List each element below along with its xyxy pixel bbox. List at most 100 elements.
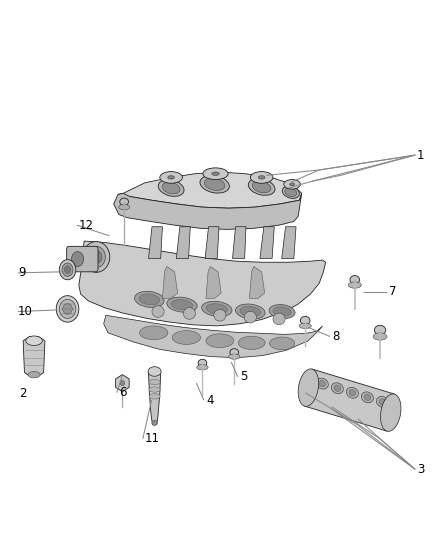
Ellipse shape bbox=[201, 301, 232, 317]
Polygon shape bbox=[233, 227, 246, 259]
Ellipse shape bbox=[184, 308, 195, 319]
Ellipse shape bbox=[119, 205, 130, 210]
Ellipse shape bbox=[120, 381, 124, 386]
Ellipse shape bbox=[350, 276, 360, 284]
Polygon shape bbox=[162, 266, 178, 298]
Ellipse shape bbox=[373, 333, 387, 340]
Polygon shape bbox=[116, 375, 129, 392]
Ellipse shape bbox=[139, 294, 160, 305]
Ellipse shape bbox=[229, 354, 240, 359]
Ellipse shape bbox=[258, 176, 265, 179]
Ellipse shape bbox=[251, 172, 273, 183]
Ellipse shape bbox=[149, 387, 160, 392]
Polygon shape bbox=[250, 266, 265, 298]
Polygon shape bbox=[118, 172, 302, 208]
Polygon shape bbox=[206, 266, 221, 298]
Ellipse shape bbox=[240, 306, 261, 317]
Ellipse shape bbox=[203, 168, 228, 180]
Polygon shape bbox=[148, 372, 161, 424]
Ellipse shape bbox=[168, 176, 174, 179]
Ellipse shape bbox=[198, 359, 207, 367]
Text: 2: 2 bbox=[19, 387, 26, 400]
Ellipse shape bbox=[273, 313, 285, 325]
Ellipse shape bbox=[134, 292, 164, 308]
Ellipse shape bbox=[59, 260, 76, 280]
Ellipse shape bbox=[238, 336, 265, 350]
Ellipse shape bbox=[244, 311, 256, 323]
Ellipse shape bbox=[316, 378, 328, 389]
Ellipse shape bbox=[236, 304, 265, 319]
Ellipse shape bbox=[206, 334, 234, 348]
Ellipse shape bbox=[63, 304, 72, 314]
Ellipse shape bbox=[83, 241, 110, 272]
Text: 10: 10 bbox=[18, 305, 33, 318]
Ellipse shape bbox=[284, 180, 300, 189]
Ellipse shape bbox=[120, 198, 128, 206]
Ellipse shape bbox=[300, 317, 310, 325]
Ellipse shape bbox=[148, 367, 161, 376]
Text: 1: 1 bbox=[417, 149, 424, 161]
Polygon shape bbox=[23, 336, 45, 377]
Ellipse shape bbox=[212, 172, 219, 175]
Text: 4: 4 bbox=[206, 393, 213, 407]
Ellipse shape bbox=[348, 282, 361, 288]
Text: 5: 5 bbox=[240, 370, 247, 383]
Ellipse shape bbox=[171, 300, 193, 310]
Ellipse shape bbox=[56, 296, 79, 322]
Polygon shape bbox=[177, 227, 190, 259]
Ellipse shape bbox=[91, 251, 102, 264]
Ellipse shape bbox=[285, 188, 297, 197]
Ellipse shape bbox=[205, 178, 225, 190]
Text: 11: 11 bbox=[145, 432, 160, 446]
Ellipse shape bbox=[149, 394, 160, 399]
Text: 9: 9 bbox=[18, 266, 25, 279]
Ellipse shape bbox=[379, 399, 386, 405]
Ellipse shape bbox=[299, 323, 311, 328]
Text: 6: 6 bbox=[119, 386, 127, 399]
Ellipse shape bbox=[64, 266, 71, 273]
Ellipse shape bbox=[334, 385, 341, 391]
Polygon shape bbox=[205, 227, 219, 259]
Ellipse shape bbox=[26, 336, 42, 345]
FancyBboxPatch shape bbox=[67, 246, 98, 272]
Ellipse shape bbox=[364, 394, 371, 401]
Polygon shape bbox=[282, 227, 296, 259]
Ellipse shape bbox=[346, 387, 358, 398]
Ellipse shape bbox=[298, 369, 318, 406]
Ellipse shape bbox=[158, 180, 184, 196]
Ellipse shape bbox=[62, 263, 73, 276]
Ellipse shape bbox=[200, 175, 230, 193]
Ellipse shape bbox=[319, 381, 326, 387]
Text: 3: 3 bbox=[417, 463, 424, 475]
Ellipse shape bbox=[361, 392, 374, 403]
Ellipse shape bbox=[59, 300, 76, 318]
Ellipse shape bbox=[140, 326, 168, 340]
Ellipse shape bbox=[332, 383, 343, 394]
Text: 8: 8 bbox=[332, 330, 339, 343]
Ellipse shape bbox=[206, 304, 227, 314]
Ellipse shape bbox=[282, 186, 300, 198]
Text: 12: 12 bbox=[79, 219, 94, 232]
Ellipse shape bbox=[149, 379, 160, 385]
Ellipse shape bbox=[230, 349, 239, 356]
Ellipse shape bbox=[214, 310, 226, 321]
Polygon shape bbox=[304, 369, 395, 431]
Ellipse shape bbox=[376, 397, 389, 407]
Ellipse shape bbox=[162, 182, 180, 194]
Polygon shape bbox=[104, 316, 322, 358]
Ellipse shape bbox=[152, 306, 164, 317]
Ellipse shape bbox=[290, 183, 295, 185]
Ellipse shape bbox=[167, 297, 197, 312]
Ellipse shape bbox=[172, 330, 201, 344]
Polygon shape bbox=[260, 227, 274, 259]
Ellipse shape bbox=[269, 304, 295, 319]
Ellipse shape bbox=[160, 172, 183, 183]
Ellipse shape bbox=[273, 307, 291, 317]
Ellipse shape bbox=[269, 337, 295, 350]
Ellipse shape bbox=[71, 252, 84, 266]
Ellipse shape bbox=[28, 372, 40, 378]
Ellipse shape bbox=[248, 179, 275, 195]
Ellipse shape bbox=[197, 365, 208, 370]
Ellipse shape bbox=[374, 325, 386, 335]
Ellipse shape bbox=[252, 181, 271, 193]
